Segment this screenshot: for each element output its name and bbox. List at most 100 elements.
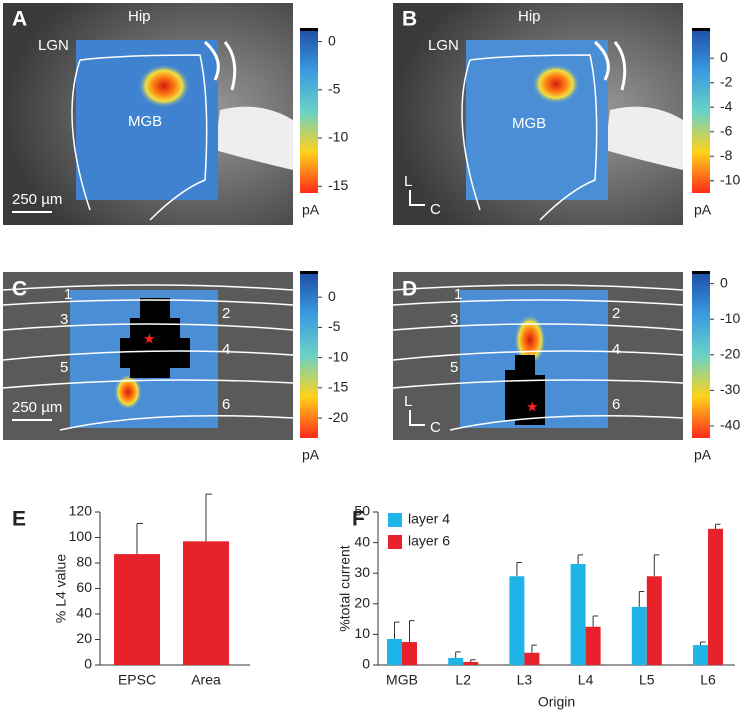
colorbar-tick-label: -5: [328, 81, 341, 97]
error-bar: [638, 591, 645, 607]
error-bar: [577, 554, 584, 565]
colorbar-tick-label: -20: [720, 345, 740, 361]
annotation: 5: [60, 359, 68, 376]
legend-label: layer 4: [408, 511, 450, 527]
colorbar-tick-label: -5: [328, 318, 341, 334]
x-tick-label: L4: [578, 672, 594, 688]
panel-label: F: [352, 508, 365, 531]
y-tick-label: 80: [76, 554, 92, 570]
image-panels: ★ ★: [2, 3, 684, 440]
annotation: 4: [612, 341, 620, 358]
y-tick-label: 10: [354, 625, 370, 641]
heatmap: [466, 40, 608, 200]
colorbar-tick-label: -6: [720, 122, 733, 138]
error-bar: [409, 620, 415, 643]
error-bar: [136, 522, 143, 555]
colorbar: [300, 30, 318, 193]
annotation: MGB: [128, 113, 162, 130]
colorbar-tick-label: -2: [720, 73, 733, 89]
colorbar-unit: pA: [302, 202, 320, 218]
bar: [570, 564, 586, 665]
colorbar-top: [300, 28, 318, 31]
legend-swatch: [388, 513, 402, 527]
y-tick-label: 0: [84, 656, 92, 672]
star: ★: [143, 331, 156, 347]
error-bar: [470, 659, 476, 662]
annotation: LGN: [428, 37, 459, 54]
colorbar-unit: pA: [694, 447, 712, 463]
bar: [387, 638, 402, 665]
outlines: [2, 40, 684, 431]
hotspot: [514, 314, 546, 366]
bar: [631, 606, 647, 665]
white-matter: [215, 106, 293, 170]
colorbar-tick-label: -8: [720, 147, 733, 163]
bar: [708, 528, 723, 665]
y-tick-label: 100: [69, 528, 93, 544]
y-tick-label: 0: [362, 656, 370, 672]
panel-label: C: [12, 278, 27, 301]
error-bar: [394, 621, 400, 639]
colorbar-tick-label: -15: [328, 379, 348, 395]
x-tick-label: EPSC: [118, 672, 156, 688]
panel-label: E: [12, 508, 26, 531]
colorbar-tick-label: -4: [720, 98, 733, 114]
colorbar-top: [300, 271, 318, 274]
bar: [585, 626, 601, 665]
bar: [524, 652, 540, 665]
annotation: 3: [60, 311, 68, 328]
colorbar-tick-label: 0: [720, 274, 728, 290]
hotspot: [114, 374, 142, 410]
colorbar-top: [692, 28, 710, 31]
colorbar-tick-label: -10: [328, 348, 348, 364]
x-axis-label: Origin: [538, 694, 575, 710]
error-bar: [653, 554, 660, 577]
error-bar: [700, 641, 706, 646]
panel-label: A: [12, 8, 27, 31]
annotation: 6: [612, 396, 620, 413]
heatmap: [76, 40, 218, 200]
annotation: Hip: [128, 8, 151, 25]
mask: [120, 298, 190, 378]
annotation: L: [404, 173, 412, 190]
colorbar-unit: pA: [694, 202, 712, 218]
annotation: C: [430, 201, 441, 218]
y-tick-label: 40: [76, 605, 92, 621]
colorbar-tick-label: -40: [720, 417, 740, 433]
hotspot: [532, 64, 580, 104]
bar: [463, 661, 479, 665]
colorbar-tick-label: 0: [720, 49, 728, 65]
panel-label: D: [402, 278, 417, 301]
annotation: 6: [222, 396, 230, 413]
bar: [509, 576, 525, 665]
bar: [693, 645, 708, 665]
annotation: L: [404, 393, 412, 410]
y-tick-label: 20: [354, 595, 370, 611]
colorbar-tick-label: -20: [328, 409, 348, 425]
bar: [448, 657, 464, 665]
annotation: C: [430, 419, 441, 436]
y-tick-label: 40: [354, 533, 370, 549]
annotation: Hip: [518, 8, 541, 25]
annotation: 250 µm: [12, 191, 62, 208]
annotation: 250 µm: [12, 399, 62, 416]
x-tick-label: L5: [639, 672, 655, 688]
colorbar: [692, 30, 710, 193]
y-tick-label: 50: [354, 503, 370, 519]
x-tick-label: MGB: [386, 672, 418, 688]
error-bar: [592, 615, 599, 627]
x-tick-label: L2: [455, 672, 471, 688]
annotation: 2: [612, 305, 620, 322]
annotation: 3: [450, 311, 458, 328]
colorbar-tick-label: -10: [720, 310, 740, 326]
x-tick-label: L6: [700, 672, 716, 688]
star: ★: [526, 399, 539, 415]
annotation: 5: [450, 359, 458, 376]
legend-label: layer 6: [408, 533, 450, 549]
colorbar-tick-label: -10: [328, 129, 348, 145]
bar: [646, 576, 662, 665]
y-axis-label: % L4 value: [53, 554, 69, 623]
colorbar-tick-label: 0: [328, 288, 336, 304]
y-tick-label: 120: [69, 503, 93, 519]
